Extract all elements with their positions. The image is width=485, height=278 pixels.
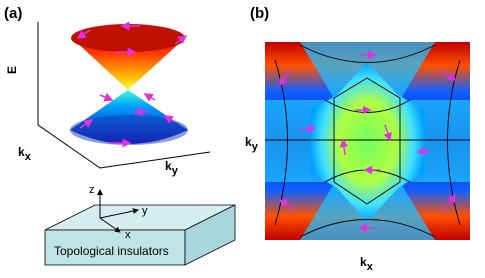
kx-label: kx bbox=[360, 255, 374, 273]
z-label: z bbox=[89, 184, 95, 196]
y-label: y bbox=[142, 205, 148, 217]
slab bbox=[44, 189, 236, 266]
ky-label: ky bbox=[165, 159, 179, 177]
spectral-map bbox=[265, 42, 470, 240]
energy-label: E bbox=[5, 66, 19, 74]
ky-label: ky bbox=[245, 135, 259, 153]
axes-3d bbox=[37, 22, 211, 169]
dirac-cone bbox=[70, 21, 188, 148]
x-label: x bbox=[125, 229, 131, 241]
slab-caption: Topological insulators bbox=[54, 244, 169, 258]
panel-label: (b) bbox=[250, 5, 269, 22]
kx-label: kx bbox=[18, 145, 32, 163]
panel-label: (a) bbox=[4, 5, 22, 22]
